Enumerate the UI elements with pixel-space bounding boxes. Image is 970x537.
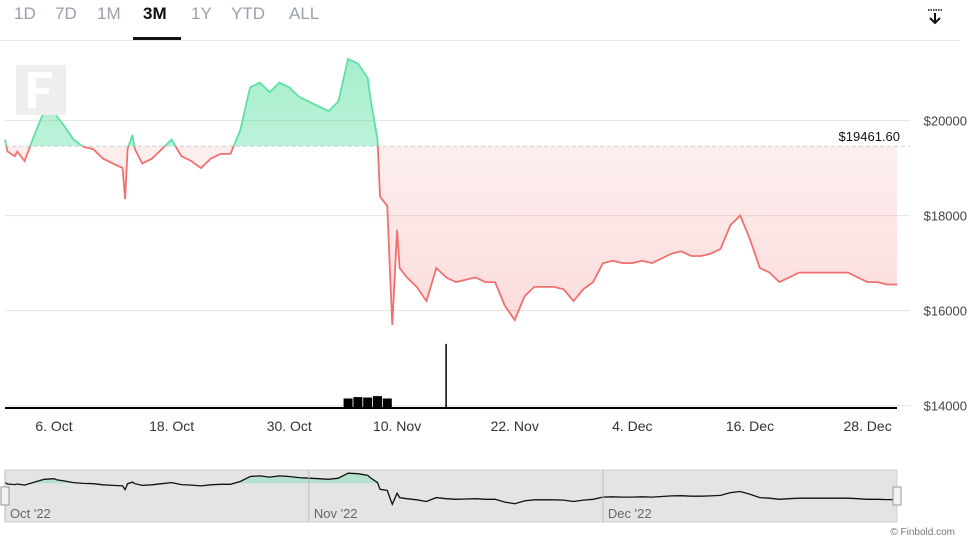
y-tick-label: $14000 [924,399,967,414]
x-tick-label: 6. Oct [35,418,72,434]
area-below-baseline [5,146,897,325]
x-tick-label: 28. Dec [843,418,891,434]
chart-plot-area: $14000 $16000 $18000 $20000 $19461.60 6. Oct 1… [0,57,967,537]
range-button-1y[interactable]: 1Y [191,4,212,23]
volume-bar [372,396,382,408]
range-button-3m[interactable]: 3M [143,4,167,23]
x-tick-label: 10. Nov [373,418,421,434]
price-line-down [5,146,897,325]
y-tick-label: $18000 [924,209,967,224]
range-button-ytd[interactable]: YTD [231,4,265,23]
volume-bar [382,398,392,408]
navigator-background [4,469,898,523]
range-button-1m[interactable]: 1M [97,4,121,23]
navigator-label: Oct '22 [10,506,51,521]
credit-label: © Finbold.com [890,527,955,537]
navigator-label: Dec '22 [608,506,652,521]
range-button-all[interactable]: ALL [289,4,320,23]
baseline-label: $19461.60 [839,129,900,144]
logo-glyph [28,72,52,108]
volume-bar [353,397,363,408]
navigator-label: Nov '22 [314,506,358,521]
range-button-7d[interactable]: 7D [55,4,77,23]
x-tick-label: 4. Dec [612,418,652,434]
range-selector: 1D 7D 1M 3M 1Y YTD ALL [0,0,960,41]
download-icon[interactable] [926,8,944,26]
active-range-underline [133,37,181,40]
y-tick-label: $16000 [924,304,967,319]
area-above-baseline [5,58,378,147]
volume-bar [343,398,353,408]
navigator-line [4,472,897,507]
y-tick-label: $20000 [924,114,967,129]
x-tick-label: 18. Oct [149,418,194,434]
navigator-handle[interactable] [892,486,902,506]
finbold-logo [16,65,66,115]
volume-bar [363,397,373,408]
navigator-handle[interactable] [0,486,10,506]
x-tick-label: 30. Oct [267,418,312,434]
volume-bar [445,343,447,408]
x-tick-label: 16. Dec [726,418,774,434]
x-tick-label: 22. Nov [491,418,539,434]
range-button-1d[interactable]: 1D [14,4,36,23]
price-chart: $14000 $16000 $18000 $20000 $19461.60 6. Oct 1… [0,57,967,537]
